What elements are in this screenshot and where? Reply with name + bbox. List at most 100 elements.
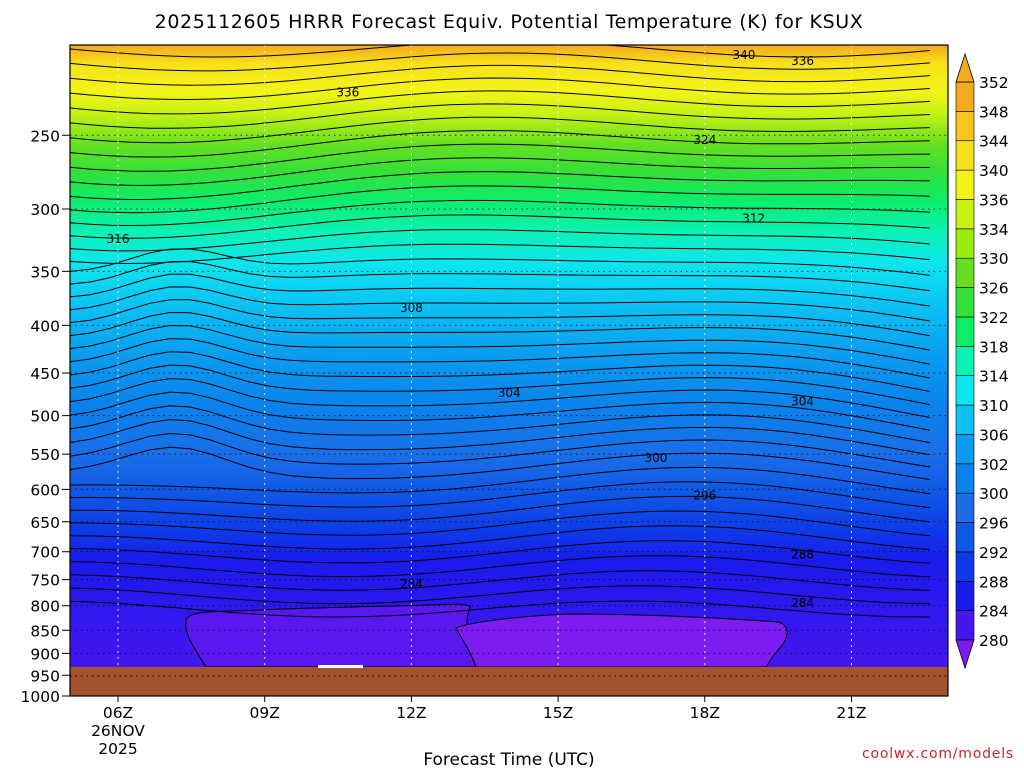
chart-title: 2025112605 HRRR Forecast Equiv. Potentia… (155, 11, 864, 33)
colorbar-tick-label: 336 (979, 191, 1009, 209)
ground-surface (70, 667, 948, 696)
contour-label: 304 (498, 386, 521, 400)
contour-line (70, 103, 931, 129)
contour-line (70, 405, 931, 444)
contour-line (70, 378, 931, 418)
y-tick-label: 600 (30, 481, 60, 499)
contour-label: 324 (693, 133, 716, 147)
y-tick-label: 800 (30, 598, 60, 616)
colorbar-segment (955, 580, 975, 611)
colorbar: 280 284 288 292 296 300 302 306 310 314 318 322 326 3… (955, 52, 1009, 670)
plot-area (70, 45, 948, 667)
colorbar-tick-label: 306 (979, 426, 1009, 444)
y-tick-label: 550 (30, 446, 60, 464)
colorbar-segment (955, 610, 975, 641)
colorbar-tick-label: 314 (979, 368, 1009, 386)
cold-pocket-left (185, 603, 483, 667)
plot-frame (69, 44, 949, 697)
x-axis-label: Forecast Time (UTC) (423, 750, 594, 768)
contour-label: 308 (400, 301, 423, 315)
colorbar-segment (955, 316, 975, 347)
contour-line (70, 214, 931, 239)
y-tick-label: 850 (30, 622, 60, 640)
contour-line (70, 45, 931, 58)
contour-line (70, 338, 931, 379)
y-tick-label: 1000 (21, 688, 60, 706)
x-tick-label: 18Z (690, 704, 720, 722)
contour-label: 300 (644, 451, 667, 465)
contour-line (70, 90, 931, 115)
y-tick-label: 300 (30, 201, 60, 219)
y-tick-label: 750 (30, 572, 60, 590)
colorbar-segment (955, 346, 975, 376)
contour-line (70, 585, 931, 605)
colorbar-tick-label: 326 (979, 280, 1009, 298)
colorbar-tick-label: 288 (979, 573, 1009, 591)
contour-line (70, 481, 931, 509)
colorbar-segment (955, 228, 975, 259)
cold-pocket-right (455, 613, 788, 667)
colorbar-extend-top (955, 52, 975, 83)
colorbar-tick-label: 284 (979, 603, 1009, 621)
colorbar-segment (955, 140, 975, 171)
contour-line (70, 525, 931, 551)
x-date-label-year: 2025 (98, 740, 137, 758)
colorbar-tick-label: 330 (979, 250, 1009, 268)
contour-line (70, 324, 931, 365)
x-tick-label: 06Z (103, 704, 133, 722)
y-tick-label: 900 (30, 645, 60, 663)
colorbar-tick-label: 302 (979, 456, 1009, 474)
contour-line (70, 116, 931, 144)
y-tick-label: 250 (30, 127, 60, 145)
colorbar-segment (955, 81, 975, 112)
contour-line (70, 432, 931, 468)
colorbar-segment (955, 404, 975, 435)
colorbar-segment (955, 169, 975, 200)
x-date-label-day: 26NOV (91, 722, 145, 740)
colorbar-segment (955, 434, 975, 465)
colorbar-extend-bottom (955, 639, 975, 670)
colorbar-tick-label: 340 (979, 162, 1009, 180)
contour-line (70, 64, 931, 86)
x-tick-label: 15Z (543, 704, 573, 722)
contour-line (70, 77, 931, 101)
y-tick-label: 350 (30, 263, 60, 281)
contour-line (70, 273, 931, 307)
equiv-potential-temperature-field (70, 45, 948, 667)
contour-line (70, 555, 931, 578)
colorbar-tick-label: 348 (979, 103, 1009, 121)
contour-line (70, 364, 931, 406)
contour-line (70, 299, 931, 337)
colorbar-segment (955, 375, 975, 406)
contour-label: 340 (732, 48, 755, 62)
y-tick-label: 650 (30, 514, 60, 532)
colorbar-tick-label: 352 (979, 74, 1009, 92)
contour-line (70, 157, 931, 186)
contour-line (70, 286, 931, 322)
contour-line (70, 199, 931, 227)
x-tick-label: 21Z (836, 704, 866, 722)
contour-label: 284 (400, 577, 423, 591)
contour-line (70, 243, 931, 265)
contour-label: 336 (336, 86, 359, 100)
colorbar-tick-label: 310 (979, 397, 1009, 415)
colorbar-tick-label: 322 (979, 309, 1009, 327)
contour-label: 304 (791, 395, 814, 409)
contour-label: 312 (742, 211, 765, 225)
contour-line (70, 466, 931, 495)
colorbar-tick-label: 334 (979, 221, 1009, 239)
contour-line (70, 391, 931, 431)
colorbar-segment (955, 257, 975, 288)
contour-line (70, 260, 931, 292)
colorbar-tick-label: 300 (979, 485, 1009, 503)
contour-line (70, 129, 931, 158)
y-tick-label: 450 (30, 365, 60, 383)
y-tick-label: 700 (30, 544, 60, 562)
contour-line (70, 419, 931, 456)
contour-line (70, 311, 931, 351)
contour-line (70, 143, 931, 172)
y-tick-label: 400 (30, 317, 60, 335)
colorbar-segment (955, 287, 975, 318)
x-tick-label: 12Z (396, 704, 426, 722)
